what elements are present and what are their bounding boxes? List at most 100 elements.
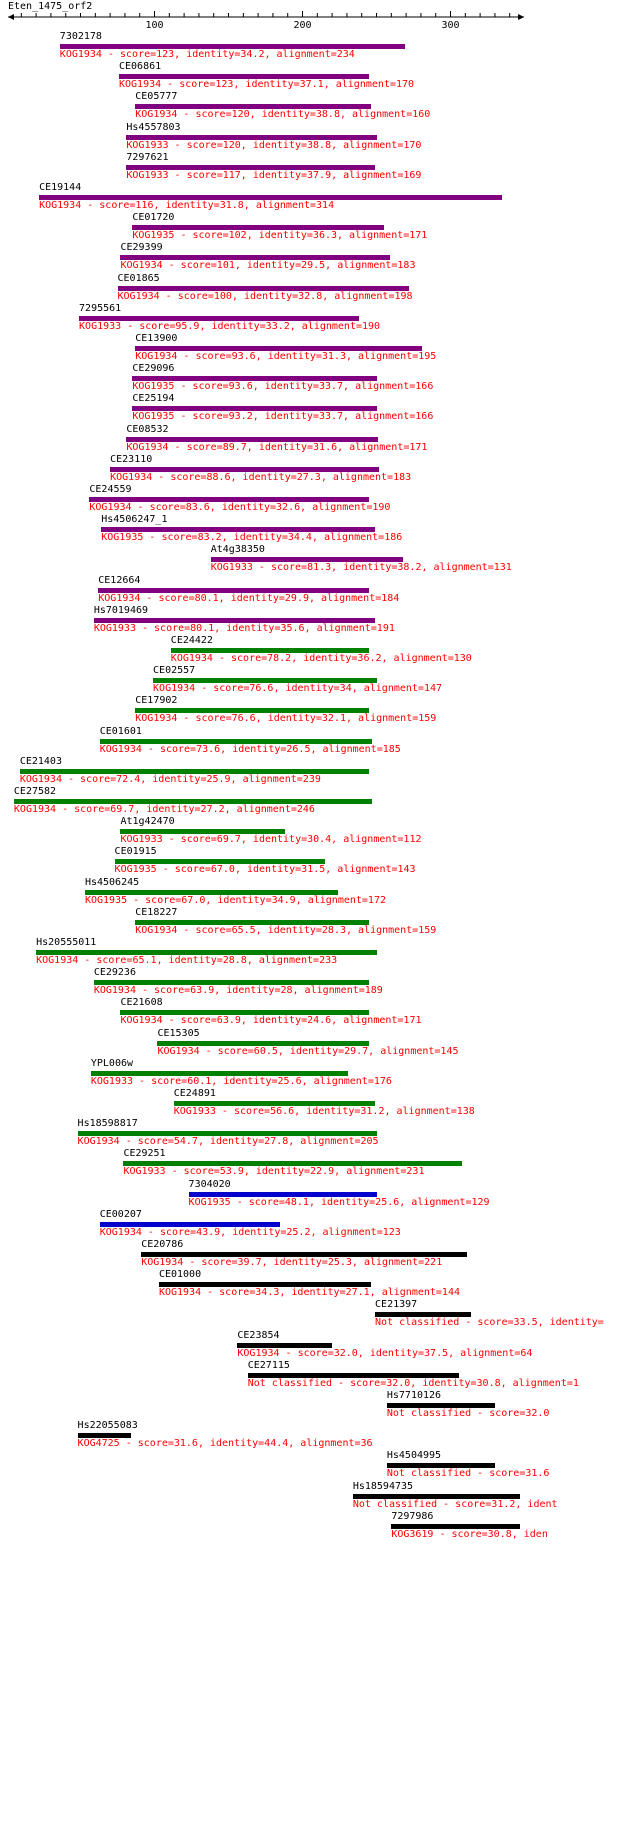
hit-name[interactable]: Hs18598817 xyxy=(77,1118,138,1130)
hit-row[interactable]: CE27582 KOG1934 - score=69.7, identity=27… xyxy=(0,786,620,825)
hit-row[interactable]: Hs7710126 Not classified - score=32.0 xyxy=(0,1390,620,1429)
alignment-bar[interactable] xyxy=(123,1161,463,1167)
hit-row[interactable]: CE13900 KOG1934 - score=93.6, identity=31… xyxy=(0,333,620,372)
hit-name[interactable]: CE18227 xyxy=(135,906,178,918)
hit-name[interactable]: CE01865 xyxy=(117,272,160,284)
alignment-bar[interactable] xyxy=(99,1221,281,1227)
hit-name[interactable]: CE01000 xyxy=(158,1269,202,1281)
hit-name[interactable]: CE05777 xyxy=(135,91,178,103)
alignment-bar[interactable] xyxy=(120,255,390,261)
alignment-bar[interactable] xyxy=(126,436,378,442)
hit-row[interactable]: Hs22055083 KOG4725 - score=31.6, identity… xyxy=(0,1420,620,1459)
hit-row[interactable]: CE17902 KOG1934 - score=76.6, identity=32… xyxy=(0,695,620,734)
alignment-bar[interactable] xyxy=(93,617,376,623)
hit-row[interactable]: CE27115 Not classified - score=32.0, iden… xyxy=(0,1359,620,1399)
hit-name[interactable]: CE01720 xyxy=(132,212,175,224)
alignment-bar[interactable] xyxy=(157,1040,370,1046)
hit-row[interactable]: CE29236 KOG1934 - score=63.9, identity=28… xyxy=(0,967,620,1006)
alignment-bar[interactable] xyxy=(386,1403,495,1408)
hit-row[interactable]: CE24559 KOG1934 - score=83.6, identity=32… xyxy=(0,484,620,523)
alignment-bar[interactable] xyxy=(352,1493,521,1499)
hit-row[interactable]: CE24891 KOG1933 - score=56.6, identity=31… xyxy=(0,1088,620,1127)
hit-row[interactable]: Hs20555011 KOG1934 - score=65.1, identity… xyxy=(0,937,620,976)
hit-name[interactable]: 7295561 xyxy=(79,302,122,314)
hit-name[interactable]: CE20786 xyxy=(141,1239,184,1250)
hit-name[interactable]: CE29236 xyxy=(93,967,136,979)
hit-row[interactable]: At1g42470 KOG1933 - score=69.7, identity=… xyxy=(0,816,620,855)
hit-name[interactable]: Hs7710126 xyxy=(386,1390,442,1401)
hit-row[interactable]: Hs7019469 KOG1933 - score=80.1, identity=… xyxy=(0,605,620,644)
hit-row[interactable]: Hs4506247_1 KOG1935 - score=83.2, identit… xyxy=(0,514,620,553)
hit-name[interactable]: CE12664 xyxy=(98,574,141,586)
hit-name[interactable]: Hs4504995 xyxy=(386,1450,442,1462)
hit-name[interactable]: 7302178 xyxy=(59,31,102,42)
hit-row[interactable]: CE15305 KOG1934 - score=60.5, identity=29… xyxy=(0,1027,620,1067)
alignment-bar[interactable] xyxy=(101,527,376,533)
alignment-bar[interactable] xyxy=(237,1342,333,1348)
hit-row[interactable]: CE21403 KOG1934 - score=72.4, identity=25… xyxy=(0,756,620,795)
hit-row[interactable]: CE01915 KOG1935 - score=67.0, identity=31… xyxy=(0,846,620,885)
hit-name[interactable]: Hs20555011 xyxy=(36,937,97,948)
hit-row[interactable]: CE23854 KOG1934 - score=32.0, identity=37… xyxy=(0,1330,620,1369)
hit-name[interactable]: CE19144 xyxy=(39,182,82,193)
hit-name[interactable]: CE15305 xyxy=(157,1027,200,1039)
alignment-bar[interactable] xyxy=(126,134,377,140)
hit-row[interactable]: CE29399 KOG1934 - score=101, identity=29.… xyxy=(0,242,620,281)
alignment-bar[interactable] xyxy=(99,738,373,744)
hit-name[interactable]: Hs4506247_1 xyxy=(101,514,168,526)
hit-row[interactable]: CE05777 KOG1934 - score=120, identity=38.… xyxy=(0,91,620,130)
hit-name[interactable]: Hs4557803 xyxy=(126,121,181,133)
hit-row[interactable]: YPL006w KOG1933 - score=60.1, identity=25… xyxy=(0,1057,620,1097)
hit-row[interactable]: CE24422 KOG1934 - score=78.2, identity=36… xyxy=(0,635,620,674)
hit-row[interactable]: Hs18594735 Not classified - score=31.2, i… xyxy=(0,1480,620,1520)
hit-row[interactable]: Hs4506245 KOG1935 - score=67.0, identity=… xyxy=(0,877,620,916)
hit-row[interactable]: 7295561 KOG1933 - score=95.9, identity=33… xyxy=(0,302,620,342)
hit-row[interactable]: CE21397 Not classified - score=33.5, iden… xyxy=(0,1299,620,1338)
alignment-bar[interactable] xyxy=(117,285,410,291)
hit-row[interactable]: CE01720 KOG1935 - score=102, identity=36.… xyxy=(0,212,620,251)
hit-name[interactable]: CE27582 xyxy=(13,786,57,797)
hit-row[interactable]: CE06861 KOG1934 - score=123, identity=37.… xyxy=(0,61,620,100)
hit-row[interactable]: CE19144 KOG1934 - score=116, identity=31.… xyxy=(0,182,620,221)
hit-name[interactable]: 7297621 xyxy=(126,151,169,163)
hit-name[interactable]: CE13900 xyxy=(135,333,178,344)
hit-name[interactable]: YPL006w xyxy=(90,1057,134,1069)
alignment-bar[interactable] xyxy=(84,889,339,895)
alignment-bar[interactable] xyxy=(135,919,370,925)
hit-row[interactable]: CE20786 KOG1934 - score=39.7, identity=25… xyxy=(0,1239,620,1278)
alignment-bar[interactable] xyxy=(132,406,377,412)
alignment-bar[interactable] xyxy=(135,708,370,714)
hit-name[interactable]: CE17902 xyxy=(135,695,178,707)
hit-name[interactable]: CE21608 xyxy=(120,997,163,1009)
alignment-bar[interactable] xyxy=(386,1463,495,1469)
alignment-bar[interactable] xyxy=(36,950,377,955)
alignment-bar[interactable] xyxy=(247,1372,460,1378)
alignment-bar[interactable] xyxy=(210,557,404,563)
alignment-bar[interactable] xyxy=(170,648,370,653)
hit-name[interactable]: CE24559 xyxy=(89,484,132,495)
hit-name[interactable]: CE27115 xyxy=(247,1359,290,1371)
hit-row[interactable]: CE02557 KOG1934 - score=76.6, identity=34… xyxy=(0,665,620,704)
alignment-bar[interactable] xyxy=(77,1433,131,1439)
hit-row[interactable]: CE00207 KOG1934 - score=43.9, identity=25… xyxy=(0,1209,620,1248)
alignment-bar[interactable] xyxy=(90,1070,349,1076)
hit-row[interactable]: CE21608 KOG1934 - score=63.9, identity=24… xyxy=(0,997,620,1036)
alignment-bar[interactable] xyxy=(77,1131,377,1137)
hit-row[interactable]: CE01000 KOG1934 - score=34.3, identity=27… xyxy=(0,1269,620,1308)
alignment-bar[interactable] xyxy=(135,346,423,351)
hit-row[interactable]: CE01865 KOG1934 - score=100, identity=32.… xyxy=(0,272,620,312)
alignment-bar[interactable] xyxy=(120,829,285,835)
hit-row[interactable]: CE12664 KOG1934 - score=80.1, identity=29… xyxy=(0,574,620,614)
alignment-bar[interactable] xyxy=(375,1312,472,1318)
hit-row[interactable]: 7302178 KOG1934 - score=123, identity=34.… xyxy=(0,31,620,70)
hit-row[interactable]: CE29096 KOG1935 - score=93.6, identity=33… xyxy=(0,363,620,402)
hit-name[interactable]: CE29251 xyxy=(123,1148,166,1160)
hit-name[interactable]: At4g38350 xyxy=(210,544,265,556)
alignment-bar[interactable] xyxy=(110,466,380,472)
alignment-bar[interactable] xyxy=(39,195,503,200)
alignment-bar[interactable] xyxy=(19,768,370,774)
hit-name[interactable]: Hs18594735 xyxy=(352,1480,414,1492)
hit-name[interactable]: CE29399 xyxy=(120,242,163,254)
alignment-bar[interactable] xyxy=(114,859,325,865)
alignment-bar[interactable] xyxy=(135,104,371,110)
